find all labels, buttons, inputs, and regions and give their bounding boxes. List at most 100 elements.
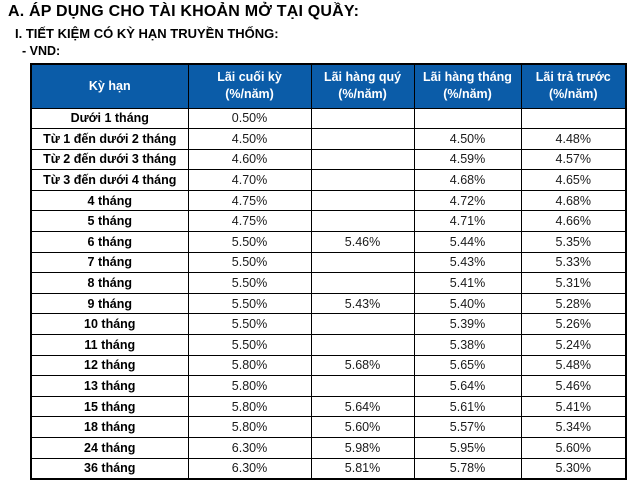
table-row: 36 tháng 6.30% 5.81% 5.78% 5.30% [30, 457, 627, 480]
interest-rates-table: Kỳ hạn Lãi cuối kỳ (%/năm) Lãi hàng quý (%/n… [30, 63, 627, 480]
rates-table-head: Kỳ hạn Lãi cuối kỳ (%/năm) Lãi hàng quý (%/n… [30, 63, 627, 109]
rate-cell: 5.95% [413, 437, 522, 459]
rate-cell: 4.72% [413, 189, 522, 212]
rate-cell: 5.80% [187, 416, 312, 438]
table-row: Từ 1 đến dưới 2 tháng 4.50% 4.50% 4.48% [30, 128, 627, 150]
rate-cell: 5.68% [310, 354, 415, 377]
rate-cell: 4.68% [413, 169, 522, 191]
rate-cell: 5.26% [520, 313, 627, 336]
column-header-label: Lãi trả trước [535, 69, 611, 84]
column-header: Lãi cuối kỳ (%/năm) [187, 63, 312, 109]
column-header-unit: (%/năm) [225, 87, 274, 102]
rate-cell: 5.33% [520, 251, 627, 274]
rate-cell: 5.46% [520, 375, 627, 397]
rate-cell: 4.70% [187, 169, 312, 191]
table-row: Từ 3 đến dưới 4 tháng 4.70% 4.68% 4.65% [30, 169, 627, 191]
table-row: 8 tháng 5.50% 5.41% 5.31% [30, 272, 627, 294]
rate-cell: 5.50% [187, 313, 312, 336]
rate-cell [310, 334, 415, 356]
rate-cell [413, 107, 522, 130]
rate-cell: 5.30% [520, 457, 627, 480]
table-row: 5 tháng 4.75% 4.71% 4.66% [30, 210, 627, 233]
rates-table-body: Dưới 1 tháng 0.50% Từ 1 đến dưới 2 tháng 4.… [30, 107, 627, 480]
column-header-label: Lãi hàng tháng [423, 69, 512, 84]
column-header-label: Kỳ hạn [88, 78, 131, 93]
rate-cell: 4.50% [187, 128, 312, 150]
term-cell: 5 tháng [30, 210, 189, 233]
rate-cell [310, 313, 415, 336]
term-cell: 13 tháng [30, 375, 189, 397]
term-cell: 11 tháng [30, 334, 189, 356]
rate-cell: 5.39% [413, 313, 522, 336]
column-header-label: Lãi hàng quý [323, 69, 402, 84]
term-cell: Từ 3 đến dưới 4 tháng [30, 169, 189, 191]
rate-cell: 5.46% [310, 231, 415, 253]
table-row: 9 tháng 5.50% 5.43% 5.40% 5.28% [30, 292, 627, 315]
rate-cell: 5.41% [413, 272, 522, 294]
rate-cell: 5.24% [520, 334, 627, 356]
rate-cell: 5.50% [187, 231, 312, 253]
term-cell: 6 tháng [30, 231, 189, 253]
rate-cell: 4.59% [413, 148, 522, 171]
rate-cell: 5.80% [187, 395, 312, 418]
term-cell: 8 tháng [30, 272, 189, 294]
table-row: Từ 2 đến dưới 3 tháng 4.60% 4.59% 4.57% [30, 148, 627, 171]
rate-cell: 4.65% [520, 169, 627, 191]
rate-cell: 5.40% [413, 292, 522, 315]
table-row: 11 tháng 5.50% 5.38% 5.24% [30, 334, 627, 356]
rate-cell: 5.41% [520, 395, 627, 418]
table-row: 12 tháng 5.80% 5.68% 5.65% 5.48% [30, 354, 627, 377]
rate-cell: 4.68% [520, 189, 627, 212]
table-row: 4 tháng 4.75% 4.72% 4.68% [30, 189, 627, 212]
rate-cell: 6.30% [187, 437, 312, 459]
currency-label: - VND: [22, 44, 61, 58]
table-row: 24 tháng 6.30% 5.98% 5.95% 5.60% [30, 437, 627, 459]
rate-cell: 5.48% [520, 354, 627, 377]
section-title: I. TIẾT KIỆM CÓ KỲ HẠN TRUYỀN THỐNG: [15, 26, 279, 41]
table-row: 15 tháng 5.80% 5.64% 5.61% 5.41% [30, 395, 627, 418]
rate-cell: 5.50% [187, 272, 312, 294]
rate-cell [310, 272, 415, 294]
rate-cell [310, 375, 415, 397]
rate-cell: 4.57% [520, 148, 627, 171]
term-cell: 9 tháng [30, 292, 189, 315]
rate-cell: 4.75% [187, 189, 312, 212]
rate-cell: 5.38% [413, 334, 522, 356]
rate-cell: 4.71% [413, 210, 522, 233]
rate-cell: 5.50% [187, 292, 312, 315]
term-cell: Dưới 1 tháng [30, 107, 189, 130]
rates-table-header-row: Kỳ hạn Lãi cuối kỳ (%/năm) Lãi hàng quý (%/n… [30, 63, 627, 109]
table-row: 10 tháng 5.50% 5.39% 5.26% [30, 313, 627, 336]
rate-cell [310, 189, 415, 212]
rate-cell: 5.35% [520, 231, 627, 253]
rate-cell [520, 107, 627, 130]
term-cell: 36 tháng [30, 457, 189, 480]
rate-cell: 5.50% [187, 251, 312, 274]
column-header: Lãi hàng tháng (%/năm) [413, 63, 522, 109]
rate-cell: 5.81% [310, 457, 415, 480]
rate-cell [310, 107, 415, 130]
table-row: 13 tháng 5.80% 5.64% 5.46% [30, 375, 627, 397]
column-header-unit: (%/năm) [338, 87, 387, 102]
rate-cell: 4.60% [187, 148, 312, 171]
rate-cell: 4.48% [520, 128, 627, 150]
rate-cell: 5.31% [520, 272, 627, 294]
rate-cell [310, 251, 415, 274]
rate-cell: 0.50% [187, 107, 312, 130]
term-cell: Từ 1 đến dưới 2 tháng [30, 128, 189, 150]
rate-cell: 5.60% [520, 437, 627, 459]
rate-cell: 5.64% [310, 395, 415, 418]
term-cell: 10 tháng [30, 313, 189, 336]
rate-cell: 5.43% [310, 292, 415, 315]
table-row: Dưới 1 tháng 0.50% [30, 107, 627, 130]
term-cell: 12 tháng [30, 354, 189, 377]
rate-cell [310, 128, 415, 150]
rate-cell: 6.30% [187, 457, 312, 480]
rate-cell: 5.65% [413, 354, 522, 377]
column-header: Lãi hàng quý (%/năm) [310, 63, 415, 109]
rate-cell: 5.28% [520, 292, 627, 315]
column-header-label: Lãi cuối kỳ [217, 69, 282, 84]
rate-cell: 5.80% [187, 375, 312, 397]
rate-cell: 5.34% [520, 416, 627, 438]
rate-cell: 5.78% [413, 457, 522, 480]
